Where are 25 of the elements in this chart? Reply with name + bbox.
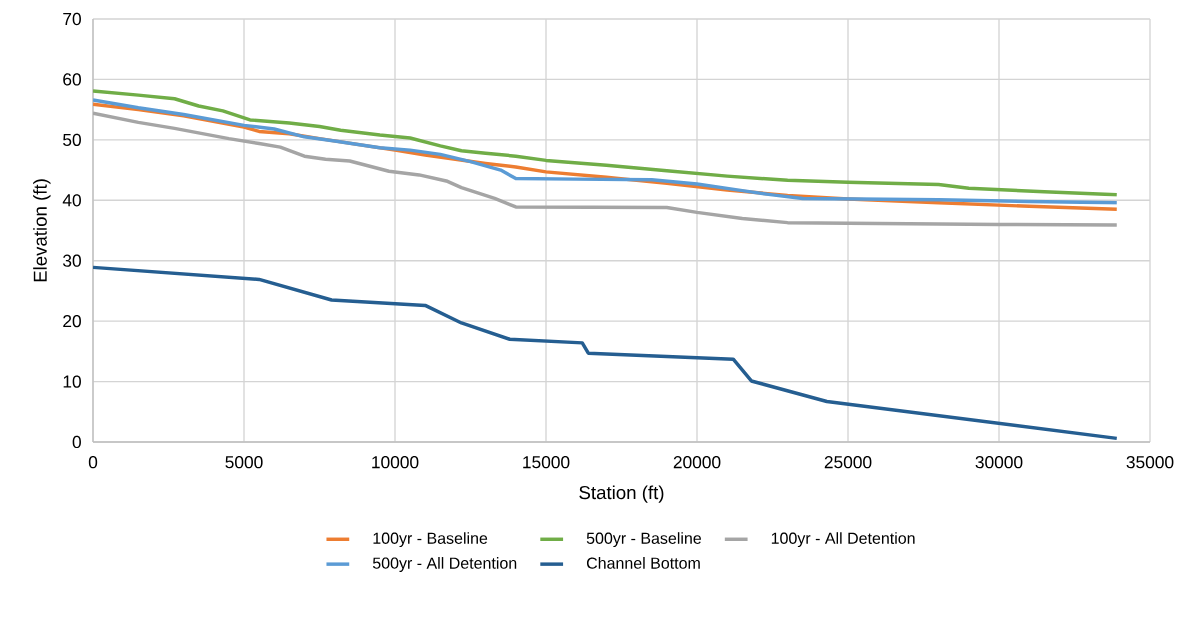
x-axis-title: Station (ft) (579, 485, 664, 503)
y-tick-label: 0 (72, 435, 81, 449)
y-axis-title: Elevation (ft) (33, 179, 51, 282)
x-tick-label: 15000 (523, 456, 570, 469)
x-tick-label: 10000 (372, 456, 419, 469)
y-tick-label: 20 (63, 315, 81, 328)
x-tick-label: 30000 (975, 456, 1023, 469)
legend-label: 100yr - Baseline (373, 532, 488, 548)
y-tick-label: 10 (63, 375, 81, 388)
legend-label: Channel Bottom (586, 557, 700, 569)
legend-label: 100yr - All Detention (771, 532, 915, 548)
legend-label: 500yr - Baseline (586, 532, 701, 548)
y-tick-label: 50 (63, 133, 81, 146)
x-tick-label: 35000 (1126, 456, 1174, 469)
y-tick-label: 70 (63, 12, 81, 26)
legend-label: 500yr - All Detention (372, 557, 517, 572)
x-tick-label: 5000 (225, 456, 263, 469)
x-tick-label: 25000 (824, 456, 872, 469)
x-tick-label: 20000 (673, 456, 721, 469)
x-tick-label: 0 (88, 456, 98, 469)
y-tick-label: 60 (63, 73, 81, 86)
line-series (93, 111, 1119, 227)
y-tick-label: 30 (63, 254, 81, 267)
line-series (93, 265, 1119, 441)
y-tick-label: 40 (62, 194, 81, 207)
